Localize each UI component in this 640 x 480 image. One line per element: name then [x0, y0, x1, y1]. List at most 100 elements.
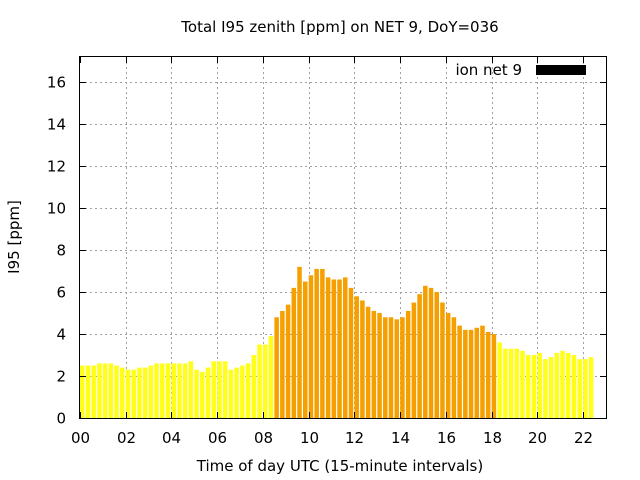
bar	[480, 325, 485, 418]
bar	[571, 355, 577, 418]
x-axis-label: Time of day UTC (15-minute intervals)	[196, 457, 483, 475]
y-tick-label: 0	[56, 410, 66, 428]
bar	[508, 348, 514, 418]
plot-border	[79, 56, 607, 419]
bar	[520, 350, 525, 418]
bar	[577, 359, 582, 418]
x-tick-label: 22	[574, 429, 593, 447]
y-tick-label: 16	[47, 74, 66, 92]
bar	[114, 365, 119, 418]
y-axis-label: I95 [ppm]	[5, 200, 23, 274]
bar	[217, 361, 222, 418]
x-tick-label: 06	[208, 429, 227, 447]
bar	[131, 369, 136, 418]
legend: ion net 9	[455, 61, 586, 79]
bar	[474, 327, 480, 418]
bar	[97, 363, 102, 418]
bars	[80, 266, 594, 418]
y-tick-label: 2	[56, 368, 66, 386]
x-tick-label: 20	[528, 429, 547, 447]
bar	[417, 294, 422, 418]
bar	[165, 363, 171, 418]
bar	[554, 352, 560, 418]
bar	[383, 317, 388, 418]
bar	[274, 317, 279, 418]
bar	[154, 363, 159, 418]
bar	[182, 363, 188, 418]
bar	[297, 266, 302, 418]
legend-swatch	[536, 65, 586, 75]
bar	[125, 369, 131, 418]
bar	[268, 336, 274, 418]
bar	[537, 352, 542, 418]
bar	[548, 357, 554, 418]
bar	[377, 313, 382, 418]
x-ticks: 00 02 04 06 08 10 12 14 16 18 20 22	[71, 57, 593, 447]
bar	[222, 361, 228, 418]
x-tick-label: 10	[300, 429, 319, 447]
x-tick-label: 12	[345, 429, 364, 447]
bar	[211, 361, 217, 418]
bar	[365, 306, 371, 418]
bar	[91, 365, 96, 418]
bar	[251, 355, 257, 418]
bar	[457, 325, 462, 418]
bar	[80, 365, 85, 418]
bar	[394, 319, 399, 418]
bar	[388, 317, 394, 418]
bar	[514, 348, 520, 418]
bar	[348, 287, 354, 418]
y-tick-label: 12	[47, 158, 66, 176]
bar	[468, 329, 474, 418]
bar	[234, 367, 239, 418]
bar	[102, 363, 108, 418]
bar	[543, 359, 548, 418]
bar	[411, 302, 417, 418]
bar	[177, 363, 182, 418]
bar	[451, 317, 457, 418]
bar	[497, 342, 502, 418]
bar	[148, 365, 154, 418]
bar	[583, 359, 588, 418]
bar	[314, 268, 319, 418]
y-tick-label: 10	[47, 200, 66, 218]
bar	[428, 287, 434, 418]
x-tick-label: 16	[437, 429, 456, 447]
bar	[337, 279, 342, 418]
bar	[142, 367, 148, 418]
bar	[200, 371, 205, 418]
y-ticks: 0 2 4 6 8 10 12 14 16	[47, 74, 606, 428]
bar	[120, 367, 125, 418]
bar	[343, 277, 348, 418]
bar	[440, 302, 445, 418]
bar	[485, 331, 491, 418]
bar	[280, 310, 285, 418]
bar	[360, 300, 365, 418]
x-tick-label: 08	[254, 429, 273, 447]
bar	[194, 369, 199, 418]
y-tick-label: 14	[47, 116, 66, 134]
bar	[171, 363, 176, 418]
bar	[400, 317, 405, 418]
bar	[291, 287, 297, 418]
bar	[228, 369, 234, 418]
bar	[302, 281, 308, 418]
y-tick-label: 4	[56, 326, 66, 344]
x-tick-label: 00	[71, 429, 90, 447]
bar	[434, 292, 439, 418]
bar	[188, 361, 194, 418]
x-tick-label: 02	[117, 429, 136, 447]
bar	[445, 313, 451, 418]
bar	[308, 275, 314, 418]
y-tick-label: 6	[56, 284, 66, 302]
bar	[137, 367, 142, 418]
x-tick-label: 18	[483, 429, 502, 447]
bar	[565, 352, 571, 418]
bar	[463, 329, 468, 418]
bar	[588, 357, 594, 418]
bar	[245, 363, 251, 418]
y-tick-label: 8	[56, 242, 66, 260]
bar	[320, 268, 325, 418]
legend-label: ion net 9	[455, 61, 522, 79]
